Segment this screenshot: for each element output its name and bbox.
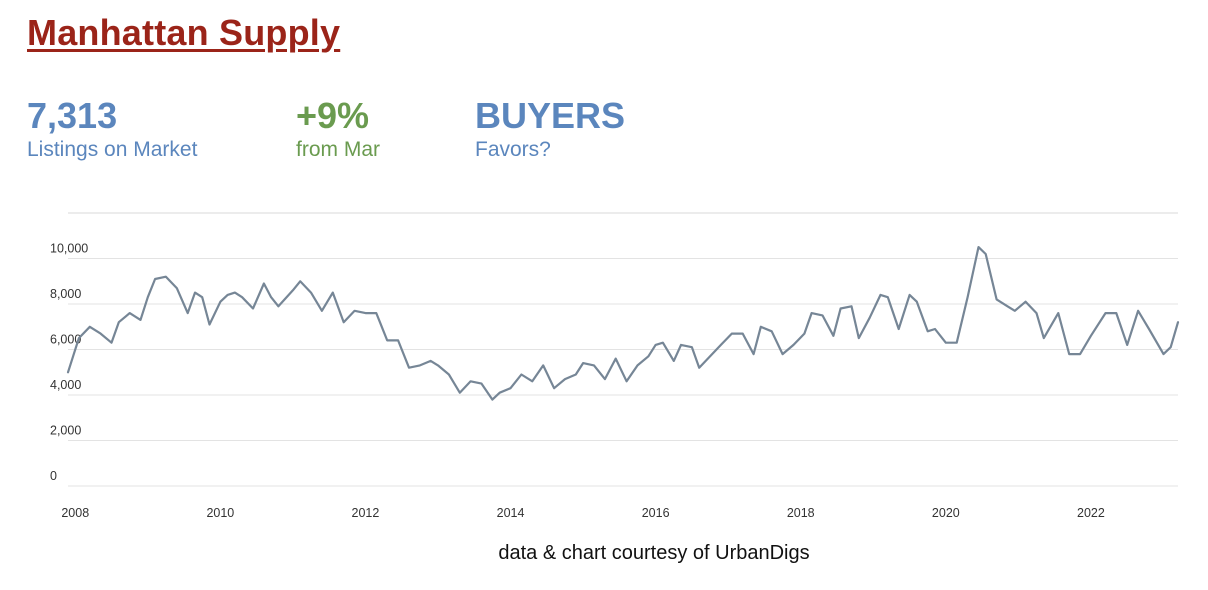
favors-label: Favors? [475,138,551,161]
x-tick-label: 2018 [787,506,815,520]
chart-credit: data & chart courtesy of UrbanDigs [498,542,810,564]
x-tick-label: 2010 [206,506,234,520]
favors-value: BUYERS [475,95,626,136]
page-title: Manhattan Supply [27,12,341,53]
x-tick-label: 2016 [642,506,670,520]
change-label: from Mar [296,138,380,161]
stat-change: +9% from Mar [296,94,380,162]
y-tick-label: 10,000 [50,242,88,256]
x-tick-label: 2014 [497,506,525,520]
y-tick-label: 2,000 [50,424,81,438]
x-tick-label: 2012 [352,506,380,520]
stat-favors: BUYERS Favors? [475,94,625,162]
y-tick-label: 6,000 [50,333,81,347]
stat-listings: 7,313 Listings on Market [27,94,197,162]
listings-value: 7,313 [27,95,118,136]
y-tick-label: 8,000 [50,287,81,301]
x-tick-label: 2020 [932,506,960,520]
change-value: +9% [296,95,370,136]
listings-label: Listings on Market [27,138,198,161]
x-tick-label: 2008 [61,506,89,520]
supply-line-chart: 0 2,000 4,000 6,000 8,000 10,000 2008 2010 2012 2… [50,212,1180,520]
y-tick-label: 4,000 [50,378,81,392]
y-tick-label: 0 [50,469,57,483]
series-line-listings [66,245,1180,401]
x-tick-label: 2022 [1077,506,1105,520]
